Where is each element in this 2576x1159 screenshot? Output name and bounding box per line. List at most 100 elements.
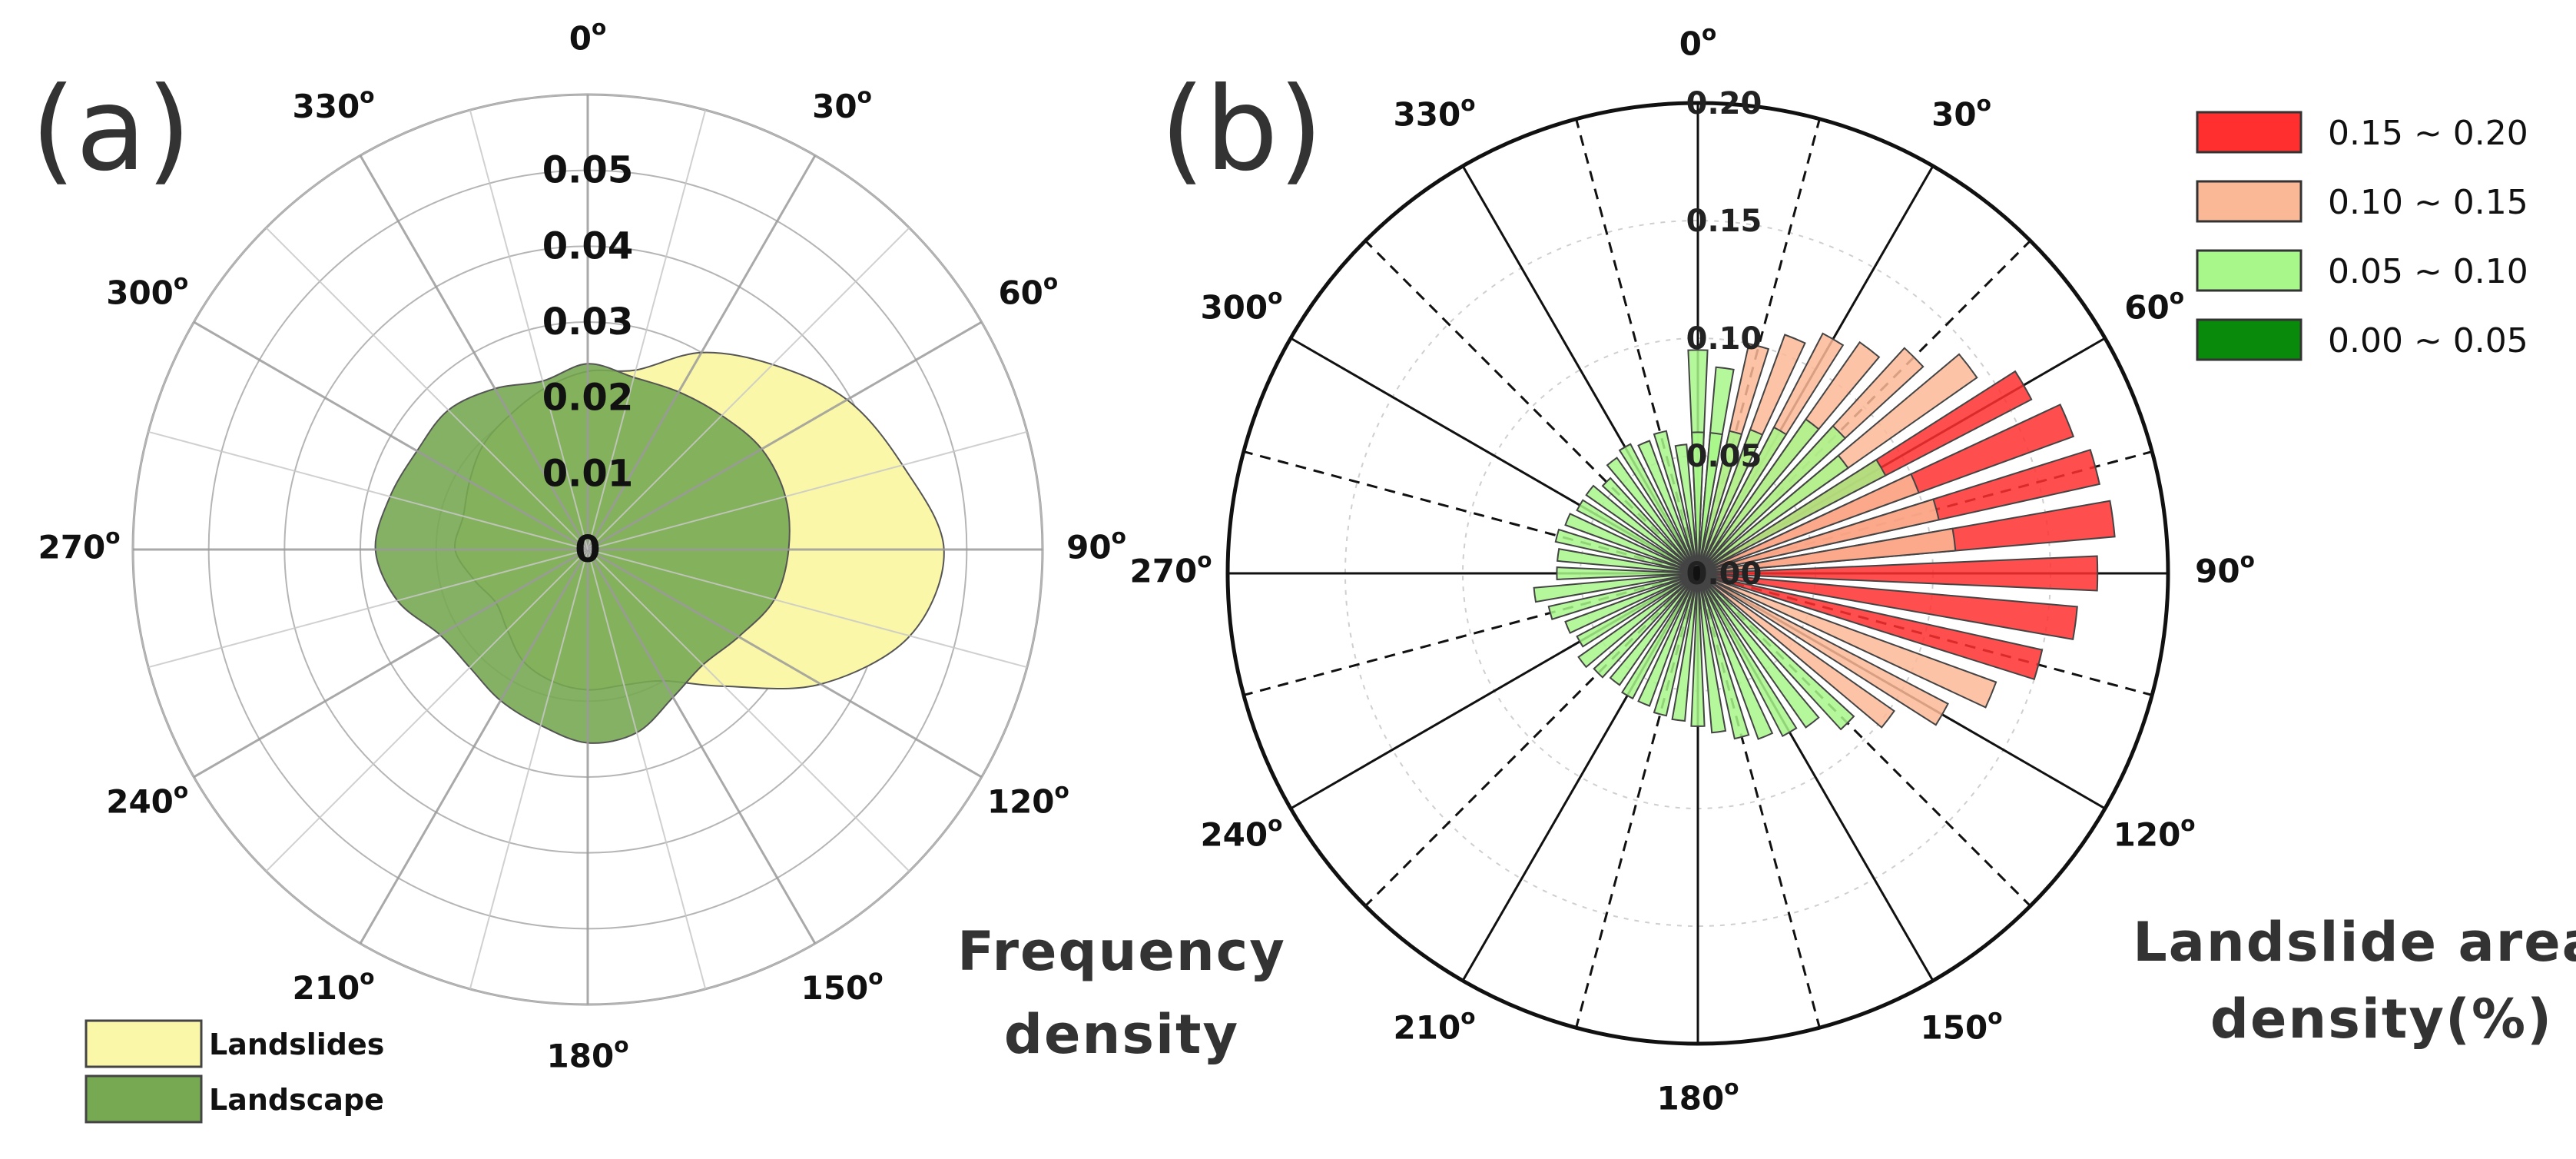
angle-label-30: 30o — [1931, 91, 1991, 134]
panel-a-legend: Landslides Landscape — [85, 1019, 384, 1124]
panel-a-spoke — [359, 549, 589, 945]
radial-tick-b: 0.10 — [1686, 321, 1762, 357]
bar-sector — [1601, 477, 1699, 574]
angle-label-0: 0o — [569, 15, 606, 58]
bar-sector — [1697, 573, 1798, 738]
panel-a-spoke — [193, 320, 588, 551]
angle-label-240: 240o — [1200, 811, 1282, 854]
angle-label-330: 330o — [293, 83, 375, 126]
radial-tick-a: 0 — [575, 528, 600, 571]
bar-sector — [1697, 573, 1855, 731]
panel-a-spoke — [586, 549, 817, 945]
bar-sector — [1577, 573, 1699, 669]
legend-swatch-landslides — [85, 1019, 203, 1068]
radial-tick-b: 0.20 — [1686, 86, 1762, 121]
panel-b-letter: (b) — [1160, 63, 1323, 197]
angle-label-30: 30o — [812, 83, 872, 126]
bar-sector — [1653, 573, 1699, 717]
angle-label-120: 120o — [987, 778, 1069, 821]
bar-sector — [1697, 527, 1957, 574]
bar-sector — [1533, 573, 1699, 603]
bar-sector — [1697, 573, 1820, 729]
radial-tick-a: 0.04 — [542, 224, 633, 267]
angle-label-210: 210o — [293, 964, 375, 1007]
bar-sector — [1697, 428, 1764, 574]
radial-tick-b: 0.05 — [1686, 439, 1762, 474]
legend-swatch-b — [2196, 318, 2302, 361]
bar-sector — [1576, 499, 1699, 574]
legend-label-b: 0.10 ~ 0.15 — [2328, 183, 2528, 222]
panel-a-spoke — [265, 549, 588, 872]
panel-b-center — [1690, 566, 1706, 581]
panel-a-spoke — [587, 548, 983, 779]
panel-a-spoke — [469, 549, 588, 990]
panel-b-bars — [1533, 332, 2116, 740]
bar-sector — [1554, 528, 1699, 574]
bar-sector — [1697, 573, 1727, 734]
panel-b-axis-title-line2: density(%) — [2210, 988, 2553, 1051]
angle-label-210: 210o — [1394, 1004, 1476, 1047]
radial-tick-a: 0.02 — [542, 377, 633, 420]
panel-a-radial-ticks: 0 0.01 0.02 0.03 0.04 0.05 — [542, 149, 633, 571]
bar-sector — [1697, 454, 1849, 574]
bar-sector — [1637, 573, 1699, 707]
angle-label-0: 0o — [1679, 20, 1716, 63]
bar-sector — [1585, 484, 1699, 574]
legend-label-b: 0.00 ~ 0.05 — [2328, 321, 2528, 360]
panel-a-spoke — [359, 154, 589, 550]
angle-label-150: 150o — [801, 964, 884, 1007]
angle-label-300: 300o — [1200, 284, 1282, 327]
bar-sector — [1697, 573, 1774, 740]
bar-sector — [1653, 430, 1699, 574]
angle-label-60: 60o — [2124, 284, 2184, 327]
panel-a-spoke — [148, 549, 588, 669]
bar-sector — [1697, 498, 1940, 574]
legend-label-landscape: Landscape — [209, 1083, 384, 1117]
panel-a-axis-title-line2: density — [1004, 1003, 1239, 1066]
bar-sector — [1671, 573, 1699, 722]
panel-a-spoke — [587, 549, 1028, 669]
bar-sector — [1547, 573, 1699, 620]
panel-a-spoke — [587, 227, 910, 550]
legend-swatch-landscape — [85, 1074, 203, 1124]
panel-b-legend: 0.15 ~ 0.20 0.10 ~ 0.15 0.05 ~ 0.10 0.00 ~ … — [2196, 111, 2528, 361]
angle-label-120: 120o — [2114, 811, 2196, 854]
bar-sector — [1690, 573, 1706, 727]
panel-a-axis-title-line1: Frequency — [957, 920, 1286, 983]
bar-sector — [1697, 573, 1750, 740]
angle-label-270: 270o — [1130, 547, 1212, 590]
radial-tick-a: 0.01 — [542, 452, 633, 495]
angle-label-180: 180o — [1657, 1074, 1739, 1117]
angle-label-180: 180o — [547, 1032, 629, 1075]
panel-a-spoke — [587, 109, 707, 550]
bar-sector — [1697, 573, 1895, 729]
radial-tick-a: 0.03 — [542, 301, 633, 344]
panel-a-spoke — [469, 109, 588, 550]
bar-sector — [1618, 443, 1699, 574]
panel-b-radial-ticks: 0.00 0.05 0.10 0.15 0.20 — [1686, 86, 1762, 592]
angle-label-90: 90o — [1066, 523, 1126, 566]
bar-sector — [1697, 432, 1723, 574]
angle-label-270: 270o — [38, 523, 121, 566]
bar-sector — [1593, 573, 1699, 679]
bar-sector — [1557, 548, 1699, 574]
panel-b: (b) 0.00 0.05 0.10 0.15 0.20 0o 30o 60o 90o 120o… — [1130, 20, 2576, 1117]
bar-sector — [1691, 431, 1705, 574]
bar-sector — [1697, 426, 1788, 574]
panel-b-axis-title-line1: Landslide area — [2133, 911, 2576, 974]
panel-a-spoke — [587, 430, 1028, 550]
panel-a-spoke — [193, 548, 588, 779]
radial-tick-b: 0.00 — [1686, 556, 1762, 592]
bar-sector — [1564, 573, 1699, 634]
bar-sector — [1697, 430, 1743, 574]
panel-a-spoke — [587, 549, 707, 990]
bar-sector — [1697, 573, 1997, 709]
bar-sector — [1564, 513, 1699, 574]
angle-label-60: 60o — [998, 269, 1058, 312]
panel-a-spoke — [586, 154, 817, 550]
panel-a: (a) 0 0.01 0.02 0.03 0.04 0.05 0o 30o 60o 90o 120… — [31, 15, 1286, 1124]
bar-sector — [1609, 573, 1699, 686]
panel-a-letter: (a) — [31, 63, 191, 197]
bar-sector — [1697, 424, 1847, 574]
legend-swatch-b — [2196, 111, 2302, 154]
